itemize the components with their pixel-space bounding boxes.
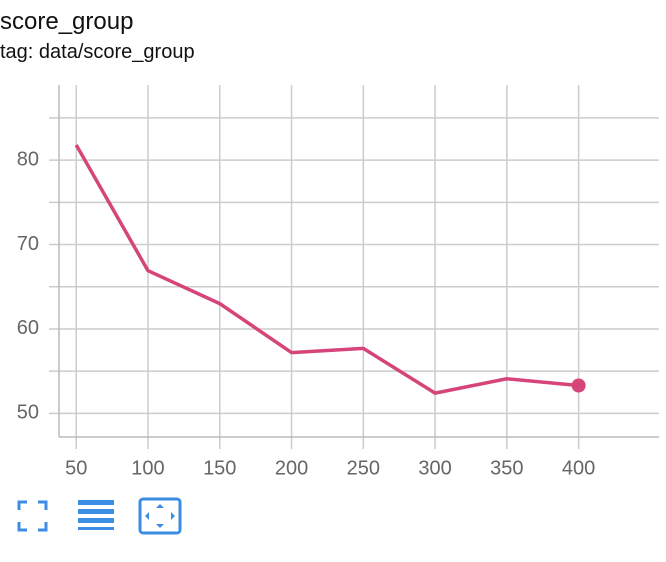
y-tick-label: 60 [17,317,39,339]
x-tick-label: 150 [203,457,236,479]
fit-button[interactable] [138,497,182,535]
y-tick-label: 80 [17,148,39,170]
x-tick-label: 350 [490,457,523,479]
x-tick-label: 100 [131,457,164,479]
icon-bar[interactable] [78,509,114,514]
last-point [571,378,586,393]
y-tick-label: 70 [17,233,39,255]
y-tick-label: 50 [17,402,39,424]
x-tick-label: 300 [418,457,451,479]
icon-bar[interactable] [78,500,114,505]
chart-title: score_group [0,8,133,35]
icon-bar[interactable] [78,527,114,530]
chart-subtitle: tag: data/score_group [0,41,195,63]
plot: 50 60 70 80 50 100 150 200 250 300 350 400 [17,85,659,479]
fullscreen-icon[interactable] [17,500,48,532]
toggle-log-button[interactable] [78,500,114,530]
x-tick-label: 250 [347,457,380,479]
x-tick-label: 200 [275,457,308,479]
series-line [74,144,579,395]
fit-domain-button[interactable] [17,500,48,532]
x-tick-label: 400 [562,457,595,479]
x-tick-label: 50 [65,457,87,479]
icon-bar[interactable] [78,518,114,523]
arrows[interactable] [145,504,175,528]
frame[interactable] [138,497,182,535]
